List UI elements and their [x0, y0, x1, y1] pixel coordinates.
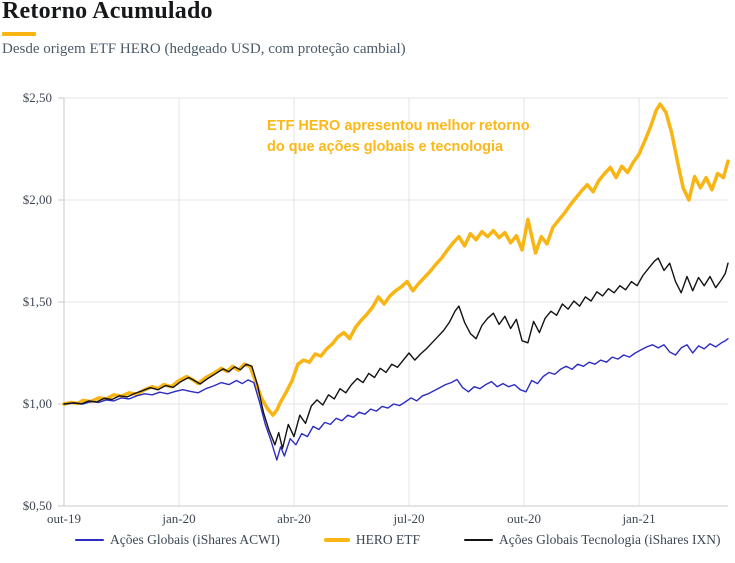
- annotation-line-1: ETF HERO apresentou melhor retorno: [267, 118, 530, 134]
- svg-text:out-19: out-19: [47, 511, 81, 526]
- legend-swatch-acwi: [75, 539, 104, 541]
- legend-label-ixn: Ações Globais Tecnologia (iShares IXN): [498, 532, 721, 547]
- page-subtitle: Desde origem ETF HERO (hedgeado USD, com…: [2, 41, 406, 57]
- svg-text:out-20: out-20: [507, 511, 541, 526]
- svg-text:jan-21: jan-21: [621, 511, 655, 526]
- page-title: Retorno Acumulado: [2, 0, 213, 24]
- legend-swatch-hero: [323, 538, 350, 542]
- svg-text:$0,50: $0,50: [23, 498, 52, 513]
- svg-text:$2,50: $2,50: [23, 90, 52, 105]
- legend-label-hero: HERO ETF: [355, 532, 420, 547]
- legend-item-ixn: Ações Globais Tecnologia (iShares IXN): [463, 532, 721, 548]
- legend-item-hero: HERO ETF: [323, 532, 420, 548]
- svg-text:jan-20: jan-20: [161, 511, 195, 526]
- chart-legend: Ações Globais (iShares ACWI) HERO ETF Aç…: [75, 532, 720, 548]
- chart-annotation: ETF HERO apresentou melhor retorno do qu…: [267, 116, 530, 158]
- legend-label-acwi: Ações Globais (iShares ACWI): [110, 532, 280, 547]
- legend-swatch-ixn: [463, 539, 493, 541]
- title-accent-underline: [2, 32, 36, 36]
- svg-text:$1,00: $1,00: [23, 396, 52, 411]
- svg-text:jul-20: jul-20: [393, 511, 425, 526]
- svg-text:$2,00: $2,00: [23, 192, 52, 207]
- svg-text:abr-20: abr-20: [277, 511, 311, 526]
- legend-item-acwi: Ações Globais (iShares ACWI): [75, 532, 280, 548]
- svg-text:$1,50: $1,50: [23, 294, 52, 309]
- annotation-line-2: do que ações globais e tecnologia: [267, 139, 504, 155]
